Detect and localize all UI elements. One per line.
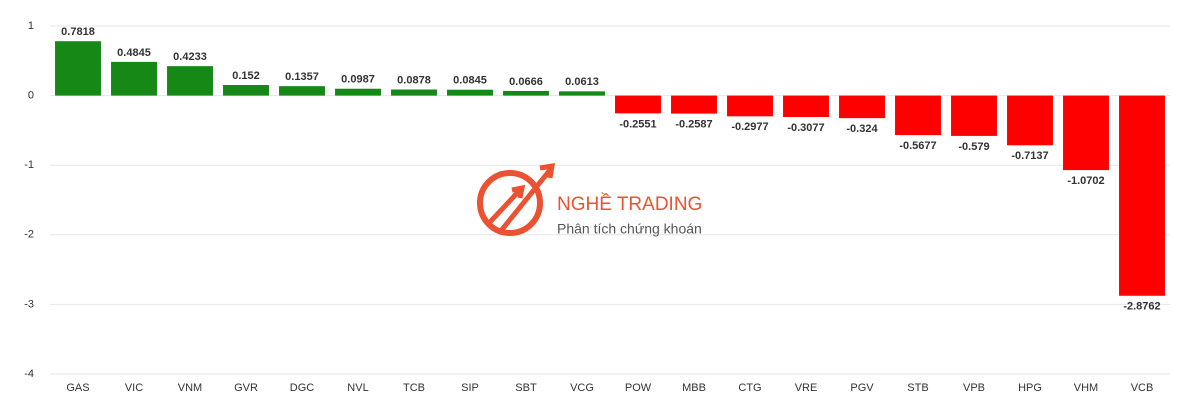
value-label: -0.3077 xyxy=(787,122,824,134)
bar xyxy=(447,89,493,96)
x-tick-label: CTG xyxy=(738,382,761,394)
value-label: 0.0613 xyxy=(565,76,599,88)
y-tick-label: 1 xyxy=(28,20,34,32)
value-label: -0.324 xyxy=(846,123,878,135)
watermark-subtitle: Phân tích chứng khoán xyxy=(557,221,702,237)
y-tick-label: 0 xyxy=(28,90,34,102)
value-label: -0.2551 xyxy=(619,118,656,130)
bar xyxy=(335,88,381,96)
x-tick-label: VCG xyxy=(570,382,594,394)
bar xyxy=(951,95,997,136)
x-tick-label: GAS xyxy=(66,382,89,394)
bar xyxy=(727,95,773,117)
value-label: -0.2587 xyxy=(675,119,712,131)
x-tick-label: VPB xyxy=(963,382,985,394)
y-tick-label: -1 xyxy=(24,159,34,171)
value-label: -0.579 xyxy=(958,141,989,153)
bar xyxy=(167,66,213,96)
x-tick-label: NVL xyxy=(347,382,368,394)
bar xyxy=(391,89,437,96)
value-label: 0.0666 xyxy=(509,76,543,88)
bar xyxy=(279,86,325,96)
bar xyxy=(1007,95,1053,146)
bar xyxy=(895,95,941,136)
bar xyxy=(615,95,661,114)
logo-arrow xyxy=(498,162,556,234)
value-label: 0.1357 xyxy=(285,71,319,83)
x-tick-label: SBT xyxy=(515,382,537,394)
y-tick-label: -2 xyxy=(24,229,34,241)
x-tick-label: SIP xyxy=(461,382,479,394)
x-tick-label: MBB xyxy=(682,382,706,394)
value-label: -2.8762 xyxy=(1123,301,1160,313)
x-tick-label: STB xyxy=(907,382,928,394)
value-label: -1.0702 xyxy=(1067,175,1104,187)
x-tick-label: GVR xyxy=(234,382,258,394)
value-label: -0.5677 xyxy=(899,140,936,152)
x-tick-label: DGC xyxy=(290,382,315,394)
y-tick-label: -3 xyxy=(24,298,34,310)
value-label: 0.4233 xyxy=(173,51,207,63)
x-tick-label: PGV xyxy=(850,382,874,394)
x-tick-label: POW xyxy=(625,382,652,394)
value-label: 0.0987 xyxy=(341,74,375,86)
bar xyxy=(671,95,717,114)
x-tick-label: TCB xyxy=(403,382,425,394)
x-tick-label: VHM xyxy=(1074,382,1098,394)
bar xyxy=(1119,95,1165,296)
value-label: 0.4845 xyxy=(117,47,151,59)
bar xyxy=(559,91,605,96)
x-tick-label: VIC xyxy=(125,382,143,394)
x-tick-label: VCB xyxy=(1131,382,1154,394)
watermark: NGHỀ TRADING Phân tích chứng khoán xyxy=(477,162,702,237)
bar xyxy=(223,85,269,96)
logo-ring xyxy=(477,170,543,236)
bar xyxy=(55,41,101,96)
value-label: 0.0845 xyxy=(453,75,487,87)
logo-arrow xyxy=(488,184,526,224)
bar xyxy=(839,95,885,119)
value-label: -0.7137 xyxy=(1011,150,1048,162)
x-tick-label: VRE xyxy=(795,382,818,394)
watermark-title: NGHỀ TRADING xyxy=(557,193,702,215)
value-label: 0.152 xyxy=(232,70,260,82)
bar xyxy=(503,90,549,96)
y-tick-label: -4 xyxy=(24,368,34,380)
value-label: -0.2977 xyxy=(731,121,768,133)
value-label: 0.0878 xyxy=(397,74,431,86)
bar xyxy=(1063,95,1109,171)
bar xyxy=(783,95,829,118)
x-tick-label: HPG xyxy=(1018,382,1042,394)
value-label: 0.7818 xyxy=(61,26,95,38)
x-tick-label: VNM xyxy=(178,382,202,394)
bar xyxy=(111,61,157,96)
